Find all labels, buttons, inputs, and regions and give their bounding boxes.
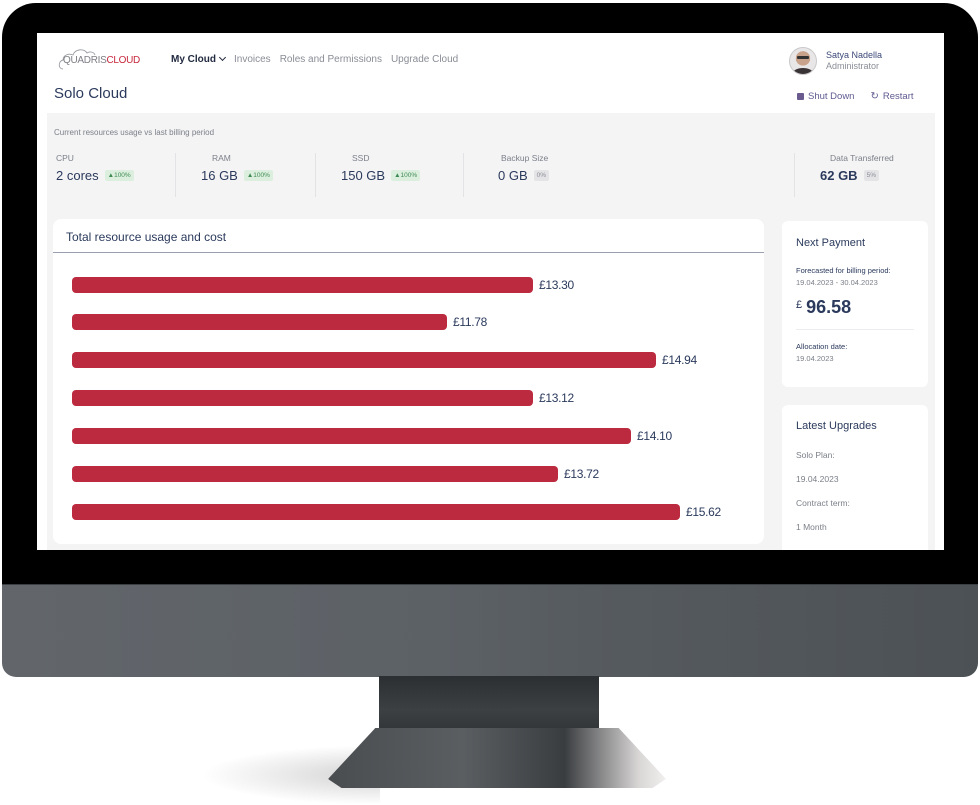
metric-ssd: SSD 150 GB ▲100% (341, 153, 421, 197)
cloud-logo-icon (58, 49, 96, 70)
metric-label: Backup Size (501, 153, 549, 163)
bar-row: £13.12 (72, 390, 574, 406)
bar-row: £11.78 (72, 314, 487, 330)
nav-label: My Cloud (171, 54, 216, 65)
nav-item-roles-and-permissions[interactable]: Roles and Permissions (279, 54, 382, 65)
resource-cost-chart: Total resource usage and cost £13.30 £11… (53, 219, 764, 544)
metric-value: 0 GB (498, 168, 528, 183)
monitor-stand-neck (379, 676, 599, 738)
change-badge: 5% (863, 170, 879, 181)
change-badge: ▲100% (104, 170, 134, 181)
metric-divider (794, 153, 795, 197)
monitor-stand-base (328, 728, 666, 788)
restart-icon: ↻ (870, 91, 879, 102)
metric-data-transferred: Data Transferred 62 GB 5% (820, 153, 894, 197)
nav-item-invoices[interactable]: Invoices (234, 54, 271, 65)
chart-title: Total resource usage and cost (66, 230, 227, 244)
forecast-label: Forecasted for billing period: (796, 266, 891, 275)
cost-bar[interactable] (72, 277, 533, 293)
amount-value: 96.58 (806, 297, 852, 317)
allocation-date: 19.04.2023 (796, 354, 834, 363)
bar-row: £15.62 (72, 504, 721, 520)
metric-label: SSD (352, 153, 370, 163)
bar-value-label: £13.72 (564, 467, 599, 481)
main-nav: My Cloud Invoices Roles and Permissions … (171, 53, 459, 65)
contract-term-value: 1 Month (796, 522, 827, 532)
currency-symbol: £ (796, 299, 803, 311)
logo-text-quadris: QUADRIS (63, 55, 107, 66)
logo-text-cloud: CLOUD (106, 55, 140, 66)
metric-divider (463, 153, 464, 197)
bar-value-label: £14.10 (637, 429, 672, 443)
chevron-down-icon (218, 53, 227, 62)
bar-value-label: £15.62 (686, 505, 721, 519)
contract-term-label: Contract term: (796, 498, 850, 508)
logo[interactable]: QUADRISCLOUD (57, 45, 140, 73)
server-actions: Shut Down ↻ Restart (797, 91, 914, 102)
metric-backup-size: Backup Size 0 GB 0% (498, 153, 550, 197)
restart-button[interactable]: ↻ Restart (870, 91, 913, 102)
user-name: Satya Nadella (826, 50, 883, 60)
stop-icon (797, 93, 804, 100)
metric-cpu: CPU 2 cores ▲100% (56, 153, 134, 197)
plan-date: 19.04.2023 (796, 474, 839, 484)
cost-bar[interactable] (72, 428, 631, 444)
monitor-chin (2, 584, 978, 677)
shut-down-button[interactable]: Shut Down (797, 91, 854, 102)
user-role: Administrator (826, 61, 880, 71)
payment-amount: £96.58 (796, 297, 851, 318)
user-menu[interactable]: Satya Nadella Administrator (789, 47, 882, 75)
avatar (789, 47, 817, 75)
dashboard-content: Current resources usage vs last billing … (47, 113, 935, 550)
change-badge: ▲100% (243, 170, 273, 181)
change-badge: ▲100% (391, 170, 421, 181)
next-payment-card: Next Payment Forecasted for billing peri… (782, 221, 928, 387)
change-badge: 0% (533, 170, 550, 181)
bar-row: £14.10 (72, 428, 672, 444)
usage-caption: Current resources usage vs last billing … (54, 128, 215, 137)
metric-value: 16 GB (201, 168, 238, 183)
cost-bar[interactable] (72, 352, 656, 368)
shut-down-label: Shut Down (808, 91, 855, 102)
bar-value-label: £13.12 (539, 391, 574, 405)
nav-item-upgrade-cloud[interactable]: Upgrade Cloud (390, 54, 459, 65)
bar-value-label: £11.78 (453, 315, 488, 329)
bar-value-label: £13.30 (539, 278, 574, 292)
metric-label: CPU (56, 153, 74, 163)
latest-upgrades-card: Latest Upgrades Solo Plan: 19.04.2023 Co… (782, 405, 928, 550)
chart-title-divider (53, 252, 764, 253)
nav-item-my-cloud[interactable]: My Cloud (171, 53, 227, 65)
metric-value: 62 GB (820, 168, 858, 183)
metric-label: RAM (212, 153, 231, 163)
logo-text: QUADRISCLOUD (63, 55, 140, 66)
billing-period: 19.04.2023 - 30.04.2023 (796, 278, 878, 287)
metric-value: 150 GB (341, 168, 386, 183)
restart-label: Restart (882, 91, 914, 102)
metric-ram: RAM 16 GB ▲100% (201, 153, 273, 197)
next-payment-title: Next Payment (796, 237, 866, 249)
payment-divider (796, 329, 914, 330)
usage-metrics: CPU 2 cores ▲100% RAM 16 GB ▲100% SSD 15… (47, 153, 935, 203)
cost-bar[interactable] (72, 314, 447, 330)
cost-bar[interactable] (72, 504, 680, 520)
bar-row: £13.72 (72, 466, 599, 482)
cost-bar[interactable] (72, 390, 533, 406)
plan-label: Solo Plan: (796, 450, 835, 460)
metric-value: 2 cores (56, 168, 99, 183)
bar-row: £13.30 (72, 277, 574, 293)
metric-label: Data Transferred (830, 153, 894, 163)
metric-divider (175, 153, 176, 197)
page-title: Solo Cloud (54, 85, 128, 102)
latest-upgrades-title: Latest Upgrades (796, 420, 877, 432)
allocation-label: Allocation date: (796, 342, 848, 351)
user-info: Satya Nadella Administrator (826, 50, 882, 72)
metric-divider (315, 153, 316, 197)
cost-bar[interactable] (72, 466, 558, 482)
screen: QUADRISCLOUD My Cloud Invoices Roles and… (37, 33, 944, 550)
bar-row: £14.94 (72, 352, 697, 368)
bar-value-label: £14.94 (662, 353, 697, 367)
